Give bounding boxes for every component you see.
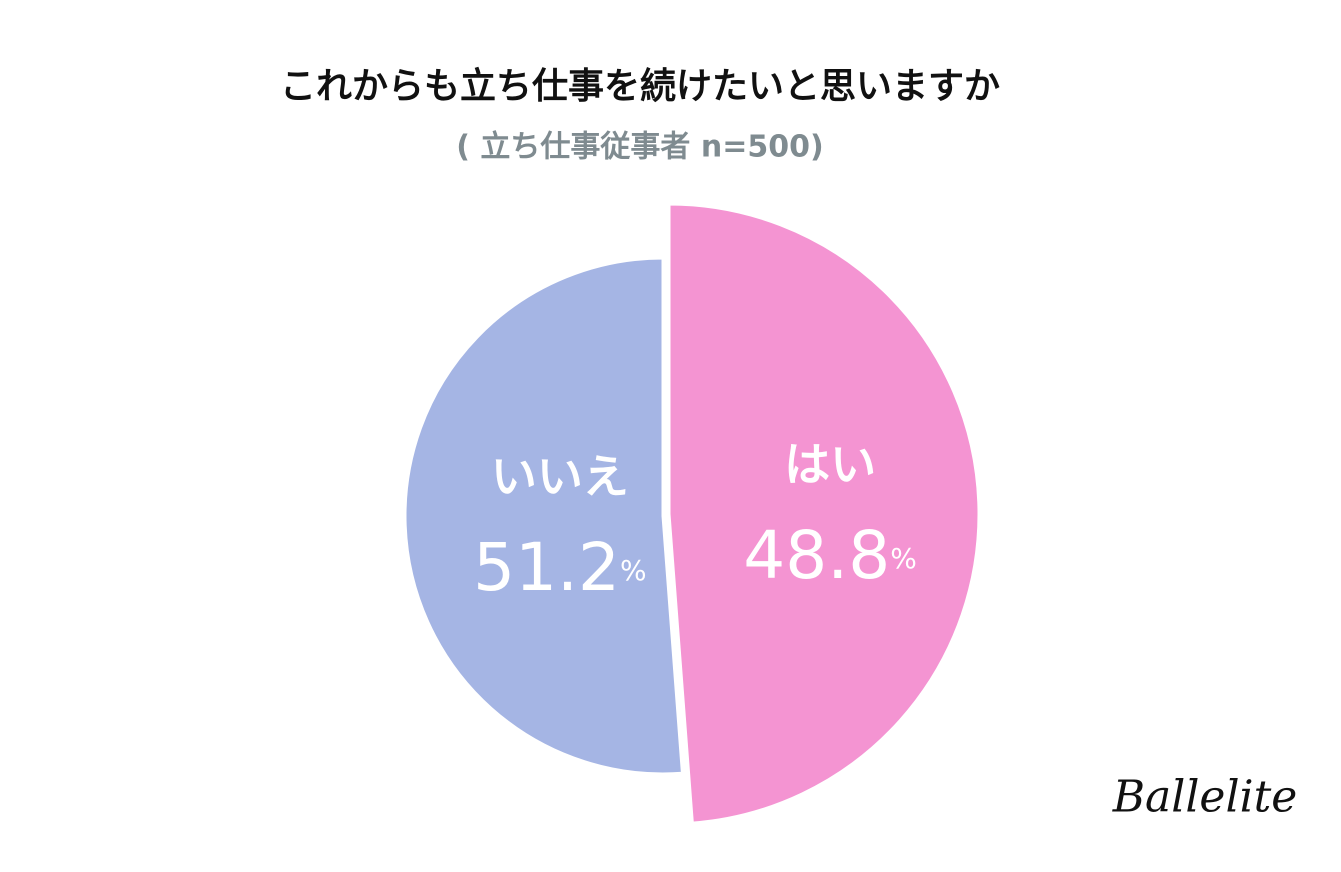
slice-name: いいえ: [491, 449, 629, 503]
slice-name: はい: [784, 437, 876, 491]
chart-title: これからも立ち仕事を続けたいと思いますか: [280, 66, 1000, 107]
slice-value: 48.8%: [743, 517, 917, 594]
pie-slice: [667, 202, 981, 825]
brand-logo: Ballelite: [1112, 772, 1298, 823]
chart-subtitle: ( 立ち仕事従事者 n=500): [456, 130, 823, 165]
pie-slice: [403, 256, 685, 776]
slice-value: 51.2%: [473, 529, 647, 606]
